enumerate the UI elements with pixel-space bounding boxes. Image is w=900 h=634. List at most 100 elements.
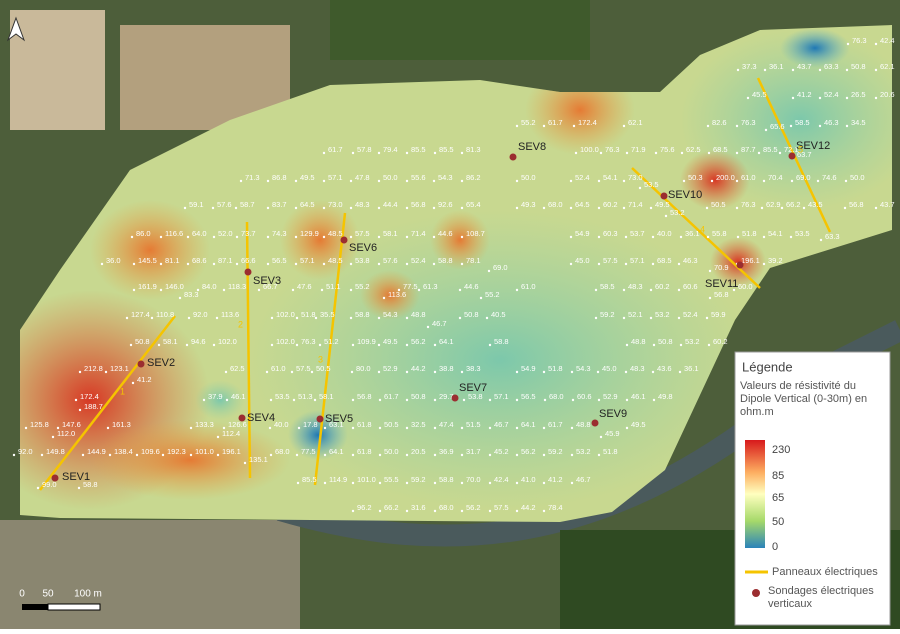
panel-number: 4 — [700, 224, 705, 234]
sample-point — [322, 179, 326, 183]
sample-point — [12, 453, 16, 457]
sample-point — [405, 426, 409, 430]
sample-point — [351, 453, 355, 457]
sample-point — [235, 235, 239, 239]
resistivity-label: 50.8 — [464, 310, 479, 319]
sample-point — [816, 179, 820, 183]
resistivity-label: 44.4 — [383, 200, 398, 209]
resistivity-label: 78.1 — [466, 256, 481, 265]
resistivity-label: 63.3 — [825, 232, 840, 241]
sample-point — [651, 370, 655, 374]
resistivity-label: 83.3 — [184, 290, 199, 299]
resistivity-label: 52.9 — [603, 392, 618, 401]
resistivity-label: 45.2 — [494, 447, 509, 456]
scale-bar: 0 50 100 m — [19, 589, 102, 611]
sample-point — [132, 288, 136, 292]
sample-point — [24, 426, 28, 430]
sample-point — [622, 288, 626, 292]
sample-point — [405, 235, 409, 239]
resistivity-label: 70.0 — [466, 475, 481, 484]
sev-point — [591, 419, 599, 427]
resistivity-label: 66.2 — [786, 200, 801, 209]
resistivity-label: 109.6 — [141, 447, 160, 456]
sample-point — [622, 206, 626, 210]
sample-point — [382, 296, 386, 300]
sample-point — [487, 269, 491, 273]
resistivity-label: 100.0 — [580, 145, 599, 154]
resistivity-label: 56.8 — [411, 200, 426, 209]
sample-point — [460, 453, 464, 457]
resistivity-label: 53.5 — [795, 229, 810, 238]
sample-point — [707, 343, 711, 347]
sample-point — [460, 481, 464, 485]
ramp-label: 50 — [772, 516, 784, 528]
sample-point — [485, 316, 489, 320]
sample-point — [378, 453, 382, 457]
sample-point — [405, 206, 409, 210]
resistivity-label: 68.0 — [548, 200, 563, 209]
sample-point — [433, 370, 437, 374]
sample-point — [135, 453, 139, 457]
sample-point — [224, 370, 228, 374]
resistivity-label: 45.9 — [605, 429, 620, 438]
sample-point — [488, 398, 492, 402]
resistivity-label: 64.5 — [575, 200, 590, 209]
resistivity-label: 63.3 — [824, 62, 839, 71]
sample-point — [762, 235, 766, 239]
field — [0, 520, 300, 629]
resistivity-label: 74.3 — [272, 229, 287, 238]
sample-point — [542, 453, 546, 457]
sample-point — [349, 262, 353, 266]
resistivity-label: 42.4 — [494, 475, 509, 484]
resistivity-label: 54.1 — [768, 229, 783, 238]
resistivity-label: 49.5 — [655, 200, 670, 209]
sample-point — [295, 343, 299, 347]
resistivity-label: 69.0 — [493, 263, 508, 272]
sample-point — [405, 398, 409, 402]
sample-point — [569, 262, 573, 266]
sample-point — [874, 42, 878, 46]
sample-point — [405, 509, 409, 513]
sample-point — [649, 206, 653, 210]
sample-point — [108, 453, 112, 457]
sample-point — [81, 453, 85, 457]
sample-point — [377, 235, 381, 239]
resistivity-label: 188.7 — [84, 402, 103, 411]
sample-point — [297, 426, 301, 430]
resistivity-label: 84.0 — [202, 282, 217, 291]
resistivity-label: 44.6 — [438, 229, 453, 238]
resistivity-label: 41.2 — [548, 475, 563, 484]
resistivity-label: 57.5 — [603, 256, 618, 265]
sample-point — [294, 179, 298, 183]
resistivity-label: 61.0 — [271, 364, 286, 373]
river — [276, 320, 900, 547]
resistivity-label: 58.1 — [163, 337, 178, 346]
resistivity-label: 192.3 — [167, 447, 186, 456]
sample-point — [818, 68, 822, 72]
sample-point — [294, 262, 298, 266]
sample-point — [405, 262, 409, 266]
sample-point — [310, 370, 314, 374]
sample-point — [349, 179, 353, 183]
panel-number: 2 — [238, 319, 243, 329]
sample-point — [624, 370, 628, 374]
resistivity-label: 61.3 — [423, 282, 438, 291]
sample-point — [433, 151, 437, 155]
sample-point — [515, 124, 519, 128]
resistivity-label: 57.6 — [383, 256, 398, 265]
resistivity-label: 43.7 — [880, 200, 895, 209]
resistivity-label: 138.4 — [114, 447, 133, 456]
resistivity-label: 53.5 — [644, 180, 659, 189]
resistivity-label: 81.1 — [165, 256, 180, 265]
resistivity-label: 85.5 — [763, 145, 778, 154]
sev-label: SEV4 — [247, 412, 275, 424]
resistivity-label: 29.7 — [439, 392, 454, 401]
resistivity-label: 58.8 — [355, 310, 370, 319]
sample-point — [710, 179, 714, 183]
sample-point — [405, 370, 409, 374]
sample-point — [515, 509, 519, 513]
sample-point — [479, 296, 483, 300]
sample-point — [405, 316, 409, 320]
sample-point — [460, 206, 464, 210]
resistivity-label: 172.4 — [80, 392, 99, 401]
